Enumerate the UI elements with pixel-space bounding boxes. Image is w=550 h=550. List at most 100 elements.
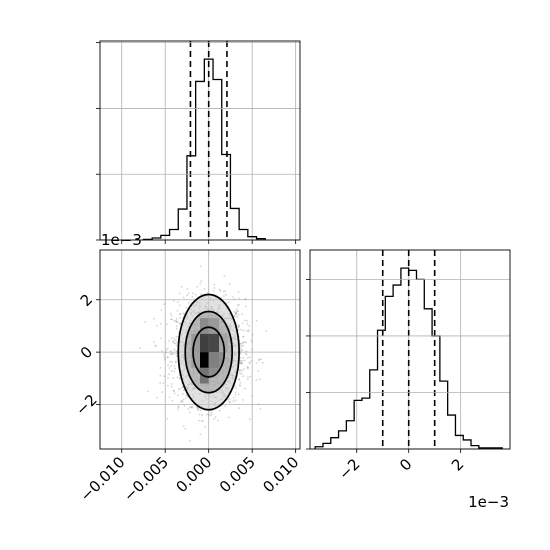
right-histogram-step — [314, 267, 503, 449]
joint-scatter-point — [258, 359, 260, 362]
joint-scatter-point — [179, 316, 182, 319]
joint-scatter-point — [239, 384, 242, 387]
joint-contour-1 — [184, 310, 234, 394]
joint-scatter-point — [163, 303, 165, 305]
joint-scatter-point — [238, 378, 241, 381]
joint-scatter-point — [168, 396, 171, 399]
joint-scatter-point — [169, 353, 172, 356]
joint-scatter-point — [196, 407, 199, 409]
joint-scatter-point — [207, 413, 210, 416]
joint-scatter-point — [245, 341, 247, 344]
joint-scatter-point — [183, 405, 186, 407]
joint-scatter-point — [235, 312, 238, 314]
joint-scatter-point — [235, 312, 238, 315]
joint-density-cell-9 — [191, 352, 200, 368]
joint-scatter-point — [237, 328, 240, 331]
joint-scatter-point — [173, 319, 176, 322]
joint-scatter-point — [156, 396, 158, 399]
joint-scatter-point — [222, 290, 225, 293]
joint-y-tick-label: −2 — [72, 391, 100, 419]
joint-scatter-point — [170, 369, 173, 372]
joint-scatter-point — [173, 300, 175, 302]
joint-scatter-point — [224, 405, 227, 408]
joint-scatter-point — [240, 362, 243, 365]
joint-scatter-point — [251, 333, 254, 336]
joint-scatter-point — [190, 406, 193, 409]
joint-scatter-point — [258, 378, 261, 381]
joint-density-cell-4 — [208, 352, 220, 368]
joint-scatter-point — [206, 413, 208, 416]
joint-scatter-point — [233, 396, 235, 399]
joint-scatter-point — [238, 297, 241, 300]
joint-scatter-point — [171, 337, 173, 340]
joint-scatter-point — [242, 375, 245, 378]
joint-scatter-point — [224, 290, 227, 293]
joint-scatter-point — [144, 321, 147, 323]
joint-scatter-point — [248, 329, 250, 331]
joint-scatter-point — [173, 392, 176, 395]
joint-scatter-point — [247, 376, 249, 378]
joint-density-cell-5 — [200, 318, 209, 334]
joint-scatter-point — [247, 330, 250, 333]
joint-scatter-point — [200, 293, 203, 296]
joint-x-tick-label: 0.005 — [216, 453, 259, 496]
joint-scatter-point — [181, 399, 183, 402]
joint-scatter-point — [173, 365, 176, 367]
joint-scatter-point — [182, 296, 185, 299]
joint-scatter-point — [164, 359, 167, 361]
joint-scatter-point — [241, 362, 244, 365]
joint-scatter-point — [259, 407, 262, 410]
joint-scatter-point — [240, 372, 243, 375]
joint-scatter-point — [172, 352, 175, 355]
joint-scatter-point — [250, 339, 253, 342]
joint-scatter-point — [238, 324, 241, 327]
joint-scatter-point — [240, 348, 242, 351]
joint-scatter-point — [255, 379, 258, 382]
joint-scatter-point — [228, 397, 231, 400]
joint-scatter-point — [165, 351, 167, 354]
joint-scatter-point — [176, 344, 178, 347]
joint-scatter-point — [246, 323, 249, 325]
joint-scatter-point — [160, 350, 163, 352]
joint-scatter-point — [177, 405, 180, 408]
joint-scatter-point — [238, 303, 240, 306]
joint-scatter-point — [192, 292, 194, 295]
joint-scatter-point — [169, 360, 172, 363]
joint-scatter-point — [244, 298, 247, 301]
joint-x-tick-label: −0.010 — [77, 453, 129, 505]
joint-scatter-point — [232, 400, 235, 402]
joint-scatter-point — [187, 408, 190, 410]
joint-scatter-point — [245, 350, 248, 353]
joint-scatter-point — [262, 361, 264, 364]
joint-scatter-point — [189, 440, 191, 442]
joint-scatter-point — [213, 418, 216, 420]
joint-scatter-point — [147, 390, 150, 393]
joint-scatter-point — [234, 393, 237, 396]
joint-scatter-point — [246, 367, 249, 370]
joint-scatter-point — [170, 365, 173, 367]
joint-scatter-point — [213, 287, 216, 289]
joint-scatter-point — [228, 400, 231, 403]
joint-scatter-point — [235, 308, 238, 311]
joint-scatter-point — [162, 382, 165, 384]
joint-scatter-point — [171, 383, 174, 385]
joint-scatter-point — [174, 367, 177, 370]
joint-scatter-point — [198, 419, 201, 422]
top-panel-frame — [99, 40, 301, 241]
joint-scatter-point — [159, 382, 162, 384]
joint-scatter-point — [168, 373, 170, 376]
right-x-tick-label: 0 — [396, 455, 415, 474]
joint-scatter-point — [244, 387, 247, 390]
joint-scatter-point — [179, 387, 182, 390]
joint-scatter-point — [160, 309, 163, 312]
joint-scatter-point — [234, 399, 237, 402]
joint-scatter-point — [242, 335, 245, 338]
joint-scatter-point — [250, 341, 253, 343]
joint-scatter-point — [175, 350, 178, 352]
joint-scatter-point — [196, 285, 199, 288]
joint-scatter-point — [179, 312, 182, 315]
joint-scatter-point — [167, 364, 169, 367]
joint-scatter-point — [191, 295, 194, 298]
joint-scatter-point — [176, 341, 178, 344]
